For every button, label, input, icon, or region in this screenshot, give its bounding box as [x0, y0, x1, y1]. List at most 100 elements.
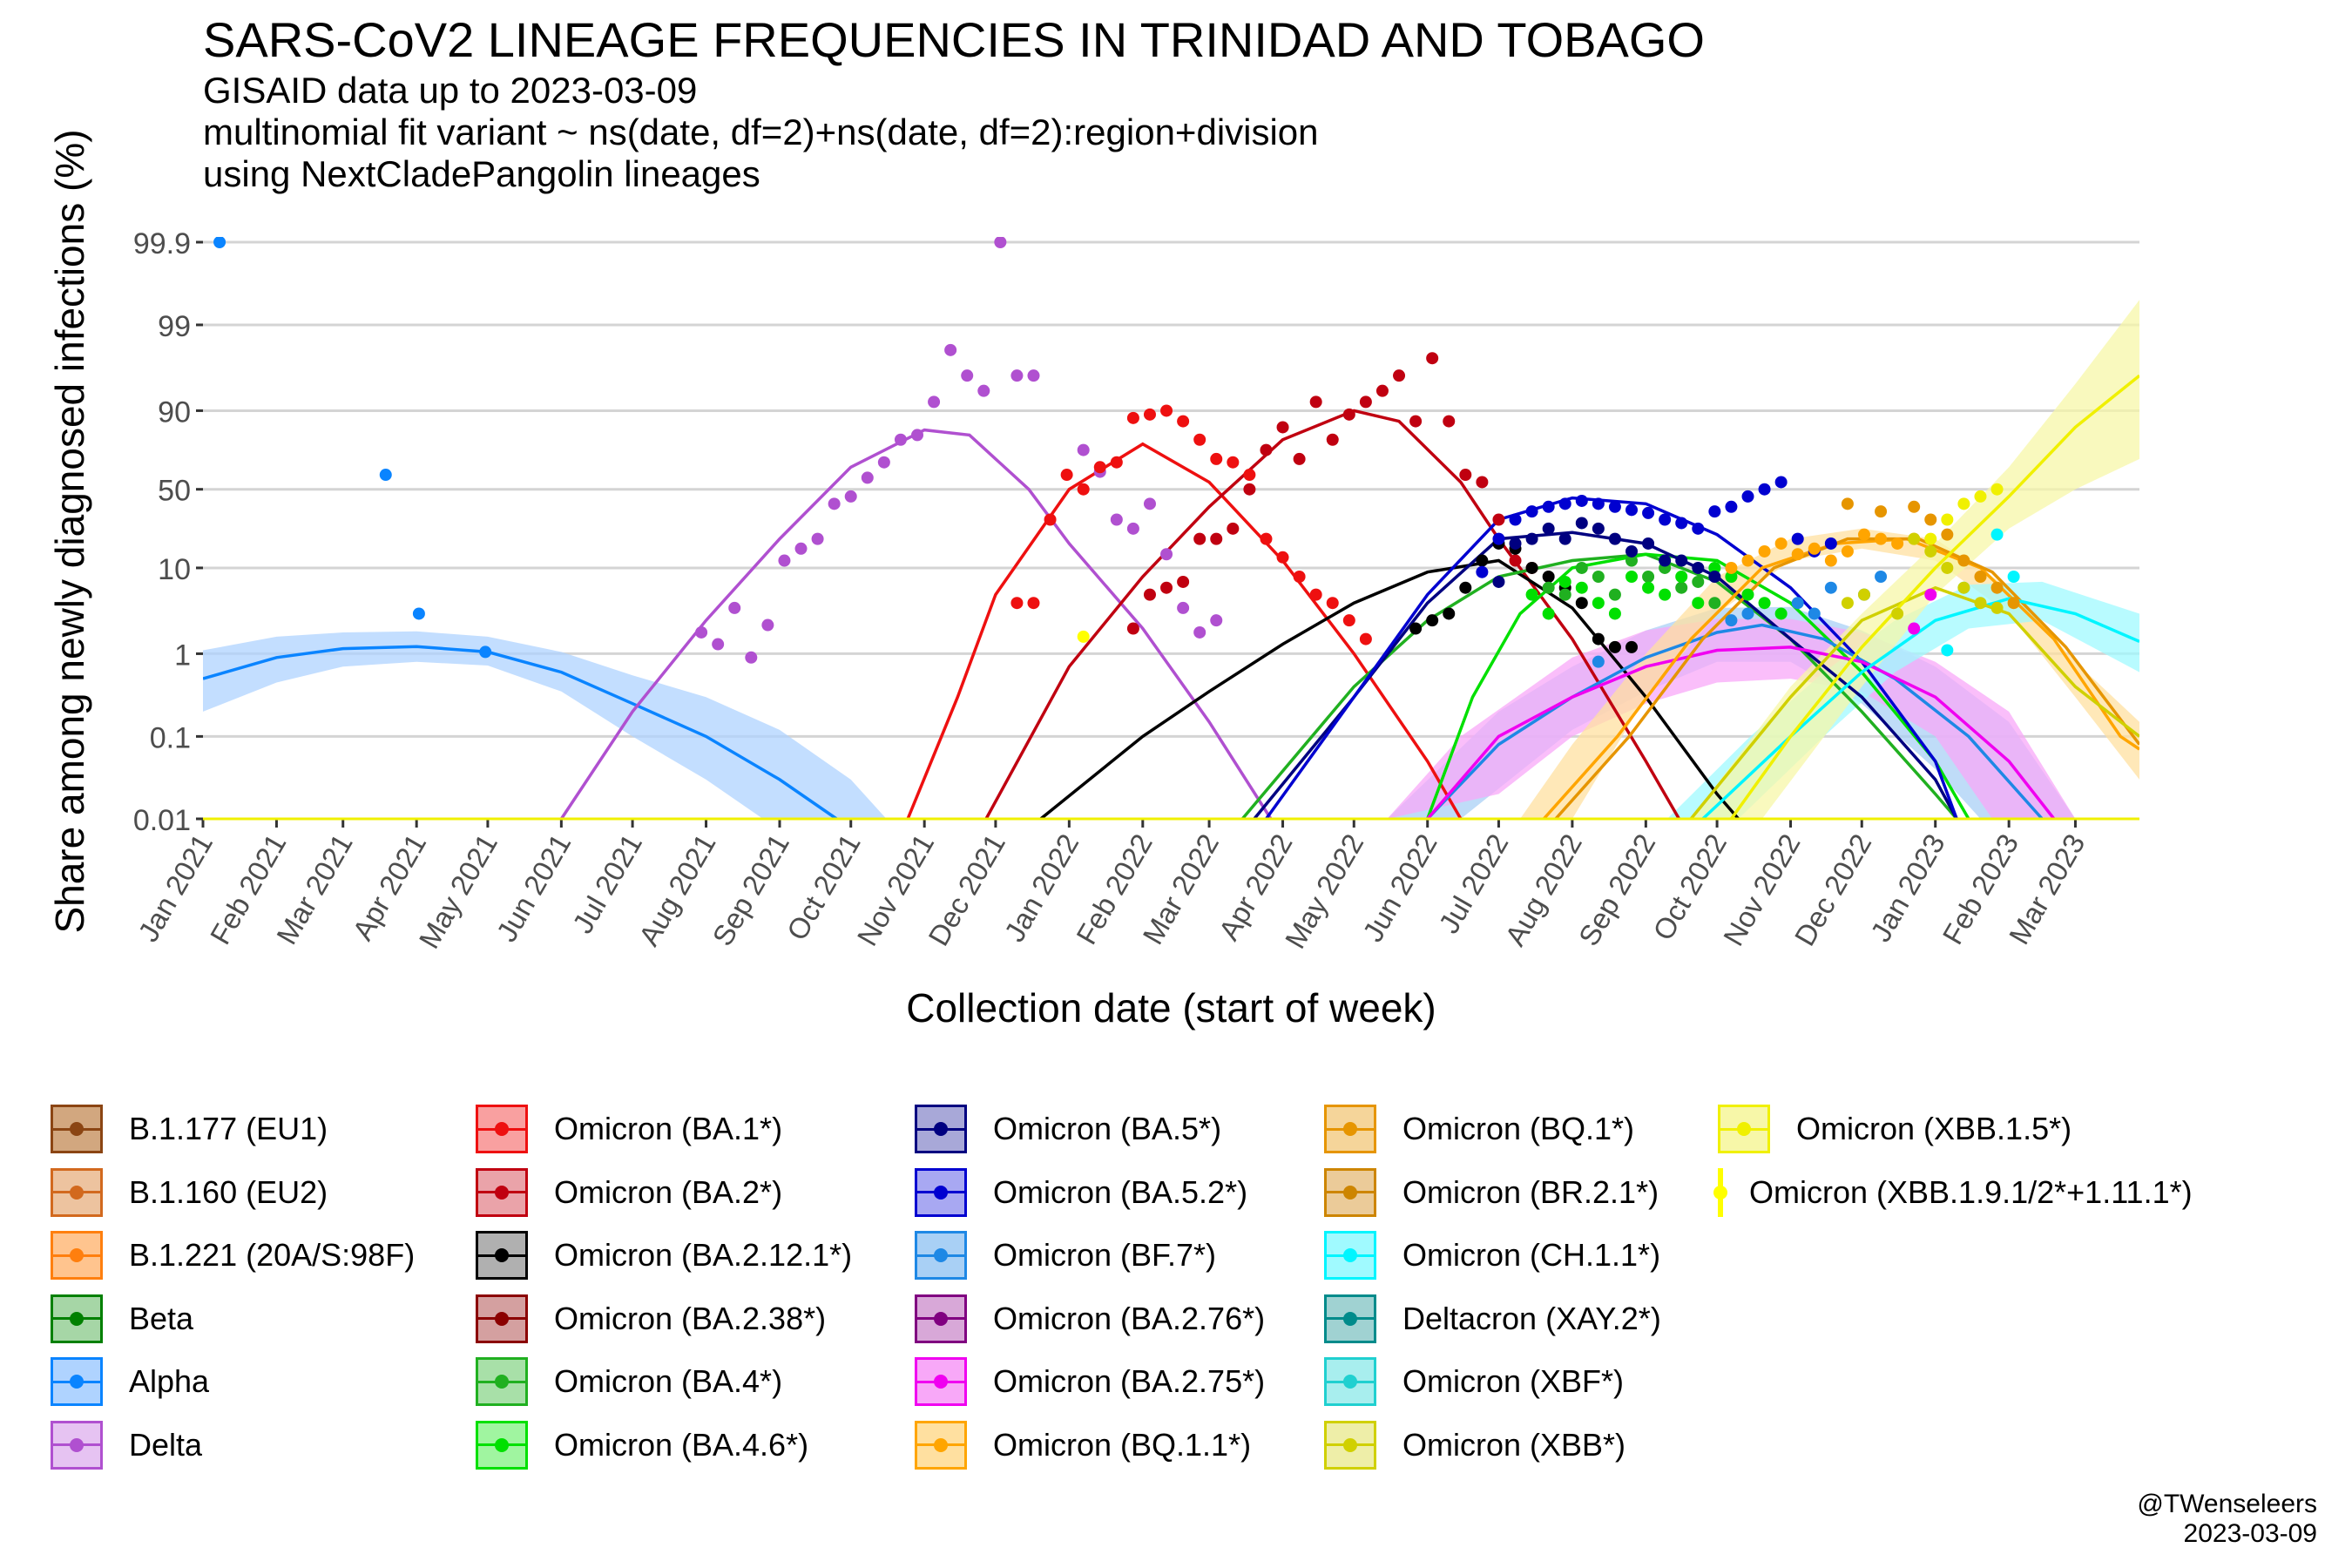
- fit-line: [1426, 645, 2056, 821]
- data-point: [1210, 452, 1223, 465]
- data-point: [1126, 522, 1139, 535]
- data-point: [412, 607, 425, 620]
- title-block: SARS-CoV2 LINEAGE FREQUENCIES IN TRINIDA…: [203, 10, 1705, 195]
- legend-label: Omicron (BQ.1*): [1402, 1111, 1635, 1147]
- legend-key-swatch: [476, 1294, 528, 1343]
- data-point: [1077, 483, 1090, 496]
- credit-author: @TWenseleers: [2137, 1490, 2317, 1518]
- data-point: [479, 645, 492, 659]
- data-point: [1857, 588, 1870, 601]
- data-point: [1143, 408, 1156, 421]
- data-point: [794, 542, 808, 555]
- legend-item: Omicron (BA.5*): [915, 1098, 1324, 1161]
- data-point: [1708, 505, 1721, 518]
- fit-line: [1689, 585, 2139, 821]
- legend-key-swatch: [1324, 1231, 1376, 1281]
- legend-key-swatch: [51, 1231, 103, 1281]
- data-point: [1974, 597, 1987, 610]
- data-point: [1160, 404, 1173, 417]
- legend-key-dot: [1343, 1375, 1357, 1389]
- legend-key-dot: [934, 1122, 948, 1137]
- legend-label: Deltacron (XAY.2*): [1402, 1300, 1661, 1336]
- legend-label: Omicron (BA.4*): [554, 1363, 783, 1400]
- legend-item: Omicron (BA.2.12.1*): [476, 1224, 915, 1288]
- data-point: [877, 456, 890, 469]
- data-point: [1210, 614, 1223, 627]
- fit-line: [906, 442, 1463, 820]
- legend-key-swatch: [476, 1231, 528, 1281]
- legend-item: Omicron (BF.7*): [915, 1224, 1324, 1288]
- fit-line: [1554, 537, 2139, 821]
- data-point: [1525, 532, 1538, 545]
- data-point: [1625, 504, 1639, 517]
- data-point: [1908, 500, 1921, 513]
- legend-key-dot: [1737, 1122, 1751, 1137]
- data-point: [1725, 614, 1738, 627]
- y-tick-label: 90: [158, 395, 191, 429]
- legend-item: Omicron (BR.2.1*): [1324, 1161, 1718, 1225]
- legend-key-dot: [70, 1311, 84, 1326]
- fit-line: [1542, 537, 2139, 821]
- data-point: [1592, 497, 1605, 510]
- data-point: [1542, 607, 1555, 620]
- data-point: [1227, 522, 1240, 535]
- data-point: [1542, 500, 1555, 513]
- legend-key-swatch: [51, 1294, 103, 1343]
- legend-label: Omicron (BA.5*): [993, 1111, 1222, 1147]
- data-point: [1193, 433, 1206, 446]
- legend-label: Omicron (BA.2.38*): [554, 1300, 827, 1336]
- data-point: [745, 651, 758, 664]
- data-point: [1741, 607, 1754, 620]
- data-point: [1608, 588, 1621, 601]
- legend-item: Omicron (BA.4*): [476, 1350, 915, 1414]
- y-tick-label: 99: [158, 310, 191, 343]
- x-tick-label: Jul 2022: [1432, 828, 1514, 939]
- subtitle-line-lineages: using NextCladePangolin lineages: [203, 153, 760, 194]
- data-point: [1575, 517, 1588, 530]
- data-point: [1575, 561, 1588, 574]
- data-point: [1525, 588, 1538, 601]
- legend-key-dot: [70, 1248, 84, 1263]
- data-point: [811, 532, 824, 545]
- data-point: [1924, 532, 1937, 545]
- data-point: [1941, 513, 1954, 526]
- legend-label: Omicron (BA.2.76*): [993, 1300, 1266, 1336]
- data-point: [844, 490, 857, 503]
- chart-title: SARS-CoV2 LINEAGE FREQUENCIES IN TRINIDA…: [203, 12, 1705, 67]
- legend-item: Beta: [51, 1288, 476, 1351]
- data-point: [712, 638, 725, 651]
- data-point: [1193, 532, 1206, 545]
- data-point: [1675, 554, 1688, 567]
- data-point: [1608, 607, 1621, 620]
- data-point: [1957, 581, 1970, 594]
- data-point: [1758, 483, 1771, 496]
- data-point: [1625, 640, 1639, 653]
- y-tick-label: 99.9: [133, 227, 191, 260]
- data-point: [1443, 607, 1456, 620]
- legend-key-swatch: [1324, 1294, 1376, 1343]
- legend-label: Omicron (BA.5.2*): [993, 1173, 1248, 1210]
- data-point: [1459, 469, 1472, 482]
- legend-key-swatch: [1324, 1420, 1376, 1470]
- data-point: [1193, 625, 1206, 639]
- data-point: [1708, 571, 1721, 584]
- legend-key-swatch: [1718, 1105, 1770, 1154]
- legend-key-swatch: [51, 1105, 103, 1154]
- data-point: [1841, 597, 1854, 610]
- legend-label: B.1.160 (EU2): [129, 1173, 328, 1210]
- legend-item: Omicron (BA.1*): [476, 1098, 915, 1161]
- legend-key-swatch: [915, 1231, 967, 1281]
- data-point: [1326, 433, 1339, 446]
- fit-line: [203, 645, 838, 821]
- legend-key-dot: [1713, 1185, 1727, 1200]
- legend-key-dot: [934, 1437, 948, 1452]
- legend-item: Omicron (BA.2.76*): [915, 1288, 1324, 1351]
- data-point: [1625, 554, 1639, 567]
- legend-item: Omicron (BA.2.75*): [915, 1350, 1324, 1414]
- legend-item: Omicron (XBB*): [1324, 1414, 1718, 1477]
- data-point: [1143, 497, 1156, 510]
- data-point: [1243, 483, 1256, 496]
- legend-key-swatch: [476, 1357, 528, 1407]
- data-point: [1542, 581, 1555, 594]
- data-point: [695, 625, 708, 639]
